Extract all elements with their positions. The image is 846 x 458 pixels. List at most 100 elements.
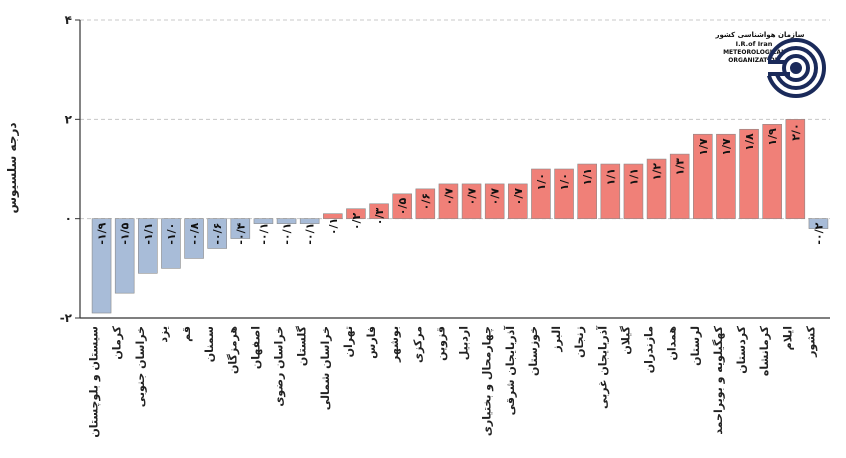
bar — [438, 183, 459, 219]
value-label: -۰/۶ — [211, 223, 224, 245]
category-label: گلستان — [296, 325, 309, 366]
logo-spiral-icon — [766, 38, 826, 98]
bar — [693, 133, 713, 219]
category-label: همدان — [666, 326, 679, 361]
value-label: -۰/۲ — [812, 222, 825, 244]
category-label: اصفهان — [249, 326, 262, 369]
bar — [600, 163, 621, 219]
value-label: -۱/۹ — [96, 222, 109, 244]
value-label: ۱/۱ — [604, 168, 617, 185]
category-label: قزوین — [434, 326, 447, 361]
bar — [484, 183, 505, 219]
bars — [91, 119, 829, 314]
axes — [79, 20, 830, 319]
bar — [138, 218, 158, 274]
category-label: البرز — [550, 326, 563, 353]
value-label: ۰/۲ — [350, 212, 363, 230]
bar — [161, 218, 181, 269]
logo-line2: METEOROLOGICAL — [723, 49, 785, 56]
value-label: ۱/۰ — [558, 173, 571, 190]
value-label: -۰/۱ — [281, 223, 294, 245]
bar — [785, 119, 806, 219]
bar — [323, 213, 343, 219]
category-label: هرمزگان — [226, 326, 239, 374]
value-label: ۱/۷ — [720, 138, 733, 156]
category-label: بوشهر — [388, 326, 401, 363]
value-label: -۰/۸ — [188, 222, 201, 244]
category-label: کرمان — [111, 325, 124, 359]
category-label: تهران — [342, 326, 355, 357]
category-label: زنجان — [573, 326, 586, 358]
y-tick-label: ۴ — [65, 13, 72, 27]
category-label: آذربایجان غربی — [595, 326, 609, 409]
category-labels: سیستان و بلوچستان کرمان خراسان جنوبی یزد قم س… — [88, 325, 818, 437]
bar — [415, 188, 436, 219]
bar — [392, 193, 412, 219]
bar — [577, 163, 597, 219]
value-label: ۱/۸ — [743, 133, 756, 151]
bar — [554, 168, 574, 219]
bar — [299, 218, 320, 224]
value-label: ۱/۱ — [627, 168, 640, 185]
y-tick-label: -۲ — [60, 311, 73, 325]
category-label: لرستان — [689, 326, 702, 366]
category-label: خراسان شمالی — [319, 326, 332, 410]
category-label: سمنان — [203, 326, 216, 362]
value-label: ۱/۰ — [535, 173, 548, 190]
value-label: -۰/۴ — [234, 222, 247, 244]
bar — [369, 203, 389, 219]
bar — [346, 208, 366, 219]
category-label: مرکزی — [411, 326, 424, 363]
value-label: -۱/۵ — [119, 222, 132, 244]
bar — [276, 218, 297, 224]
meteorological-organization-logo: سازمان هواشناسی کشور I.R.of Iran METEORO… — [715, 31, 826, 98]
category-label: قم — [180, 326, 193, 342]
logo-line3: ORGANIZATION — [728, 57, 780, 64]
bar — [230, 218, 251, 239]
category-label: گیلان — [619, 325, 632, 354]
category-label: کرمانشاه — [758, 325, 771, 376]
bar — [91, 218, 112, 314]
bar — [207, 218, 227, 249]
value-label: -۱/۰ — [165, 223, 178, 245]
value-labels: -۱/۹ -۱/۵ -۱/۱ -۱/۰ -۰/۸ -۰/۶ -۰/۴ -۰/۱ -۰/۱ -۰/۱… — [96, 123, 826, 244]
bar — [646, 158, 667, 219]
value-label: ۱/۲ — [651, 163, 664, 181]
value-label: ۰/۷ — [512, 188, 525, 206]
bar — [508, 183, 528, 219]
value-label: ۰/۷ — [489, 188, 502, 206]
category-label: سیستان و بلوچستان — [88, 326, 101, 438]
bar — [739, 128, 759, 219]
value-label: ۲/۰ — [789, 123, 802, 140]
bar — [762, 124, 782, 219]
category-label: کشور — [804, 325, 817, 357]
value-label: ۱/۱ — [581, 168, 594, 185]
y-axis-label: درجه سلسیوس — [5, 122, 20, 213]
category-label: اردبیل — [458, 326, 471, 360]
bar — [716, 133, 736, 219]
y-tick-label: ۲ — [65, 112, 73, 126]
value-label: -۱/۱ — [142, 223, 155, 245]
bar — [623, 163, 644, 219]
category-label: ایلام — [781, 326, 794, 350]
value-label: ۰/۱ — [327, 218, 340, 235]
category-label: خراسان رضوی — [273, 326, 286, 407]
value-label: ۰/۷ — [466, 188, 479, 206]
category-label: کهگیلویه و بویراحمد — [712, 325, 725, 434]
y-ticks: -۲ ۰ ۲ ۴ — [60, 13, 80, 325]
value-label: ۰/۷ — [442, 188, 455, 206]
bar — [669, 153, 690, 219]
y-tick-label: ۰ — [65, 212, 72, 226]
category-label: فارس — [365, 326, 378, 359]
logo-line1: I.R.of Iran — [736, 40, 773, 48]
value-label: ۰/۶ — [419, 193, 432, 210]
value-label: -۰/۱ — [304, 223, 317, 245]
value-label: -۰/۱ — [257, 223, 270, 245]
bar — [808, 218, 829, 229]
category-label: خوزستان — [527, 326, 540, 376]
bar — [461, 183, 482, 219]
category-label: کردستان — [735, 325, 748, 373]
bar — [114, 218, 135, 294]
category-label: مازندران — [643, 326, 656, 373]
